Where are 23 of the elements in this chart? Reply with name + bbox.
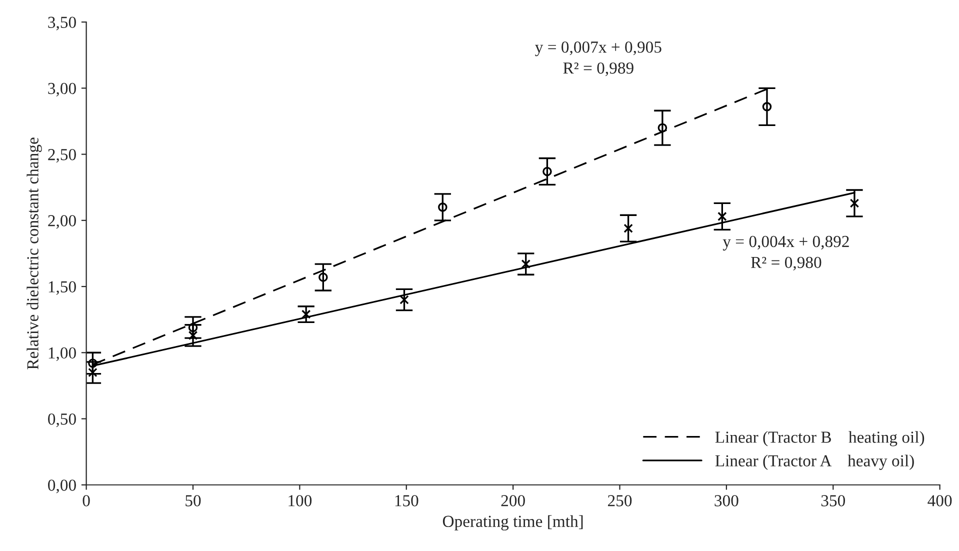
- annotation: y = 0,004x + 0,892 R² = 0,980: [722, 236, 849, 270]
- y-tick-label: 3,00: [48, 82, 76, 97]
- y-tick-label: 1,00: [48, 347, 76, 361]
- y-tick-label: 0,00: [48, 480, 76, 494]
- x-tick-label: 50: [186, 495, 201, 506]
- y-tick-label: 3,50: [48, 16, 76, 30]
- x-tick-label: 400: [928, 495, 952, 506]
- x-tick-label: 350: [821, 495, 845, 506]
- legend-label: Linear (Tractor A heavy oil): [715, 454, 914, 470]
- y-tick-label: 2,00: [48, 215, 76, 229]
- x-tick-label: 0: [82, 495, 90, 506]
- x-tick-label: 250: [608, 495, 632, 506]
- annotation: y = 0,007x + 0,905 R² = 0,989: [535, 41, 662, 76]
- x-axis-title: Operating time [mth]: [442, 515, 583, 530]
- y-tick-label: 1,50: [48, 281, 76, 295]
- x-tick-label: 100: [288, 495, 312, 506]
- x-tick-label: 150: [395, 495, 418, 506]
- y-tick-label: 0,50: [48, 413, 76, 428]
- x-tick-label: 200: [501, 495, 525, 506]
- y-axis-title: Relative dielectric constant change: [26, 138, 42, 370]
- y-tick-label: 2,50: [48, 148, 76, 163]
- legend-label: Linear (Tractor B heating oil): [715, 431, 924, 446]
- x-tick-label: 300: [714, 495, 738, 506]
